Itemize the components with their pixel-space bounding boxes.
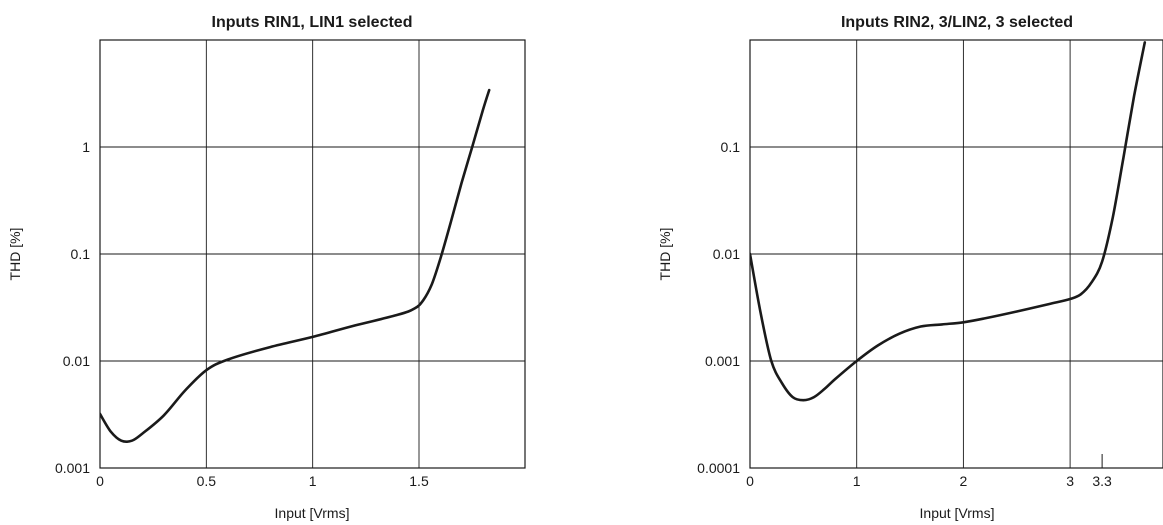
- y-axis-label: THD [%]: [7, 228, 23, 281]
- y-tick-label: 0.01: [63, 353, 90, 369]
- y-tick-label: 0.1: [721, 139, 741, 155]
- chart-2: 0 1 2 3 3.3 0.0001 0.001 0.01 0.1 Inputs RIN2, 3/…: [657, 14, 1163, 521]
- x-tick-label: 3: [1066, 473, 1074, 489]
- thd-curve-series-1: [750, 41, 1147, 402]
- y-axis-label: THD [%]: [657, 228, 673, 281]
- y-tick-label: 1: [82, 139, 90, 155]
- x-axis-label: Input [Vrms]: [920, 505, 995, 521]
- x-tick-label: 0.5: [197, 473, 217, 489]
- chart-title: Inputs RIN1, LIN1 selected: [212, 14, 413, 31]
- chart-1: 0 0.5 1 1.5 0.001 0.01 0.1 1 Inputs RIN1, LIN1 s…: [7, 14, 526, 521]
- x-tick-label: 1.5: [409, 473, 429, 489]
- x-tick-label: 3.3: [1092, 473, 1112, 489]
- y-tick-label: 0.01: [713, 246, 740, 262]
- y-tick-label: 0.001: [705, 353, 740, 369]
- thd-curve-series-1: [100, 88, 491, 444]
- x-tick-label: 0: [96, 473, 104, 489]
- x-tick-label: 1: [309, 473, 317, 489]
- chart-title: Inputs RIN2, 3/LIN2, 3 selected: [841, 14, 1073, 31]
- x-tick-label: 1: [853, 473, 861, 489]
- x-tick-label: 2: [960, 473, 968, 489]
- x-tick-label: 0: [746, 473, 754, 489]
- y-tick-label: 0.001: [55, 460, 90, 476]
- y-tick-label: 0.0001: [697, 460, 740, 476]
- x-axis-label: Input [Vrms]: [275, 505, 350, 521]
- y-tick-label: 0.1: [71, 246, 91, 262]
